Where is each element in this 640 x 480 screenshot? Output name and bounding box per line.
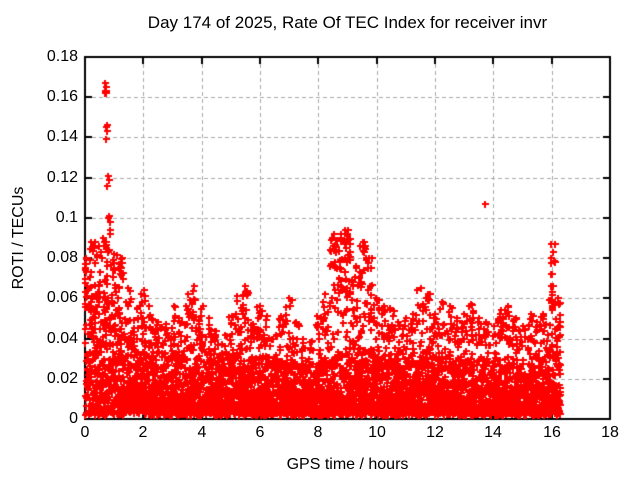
y-axis-label: ROTI / TECUs xyxy=(10,186,27,290)
x-tick-label: 18 xyxy=(601,424,619,441)
y-tick-label: 0.12 xyxy=(46,169,78,186)
y-tick-label: 0.1 xyxy=(55,209,78,226)
x-tick-label: 14 xyxy=(484,424,502,441)
y-tick-label: 0.14 xyxy=(46,128,78,145)
x-tick-label: 0 xyxy=(80,424,90,441)
x-tick-label: 8 xyxy=(313,424,323,441)
y-tick-label: 0.04 xyxy=(46,330,78,347)
y-tick-label: 0 xyxy=(69,410,78,427)
chart-title: Day 174 of 2025, Rate Of TEC Index for r… xyxy=(147,13,548,32)
y-tick-label: 0.02 xyxy=(46,370,78,387)
x-tick-label: 10 xyxy=(368,424,386,441)
x-tick-label: 2 xyxy=(138,424,148,441)
x-axis-label: GPS time / hours xyxy=(286,456,409,473)
x-tick-label: 16 xyxy=(543,424,561,441)
x-tick-label: 4 xyxy=(197,424,207,441)
y-tick-label: 0.08 xyxy=(46,249,78,266)
y-tick-label: 0.16 xyxy=(46,88,78,105)
x-tick-label: 12 xyxy=(426,424,444,441)
x-tick-label: 6 xyxy=(255,424,265,441)
y-tick-label: 0.06 xyxy=(46,289,78,306)
y-tick-label: 0.18 xyxy=(46,48,78,65)
